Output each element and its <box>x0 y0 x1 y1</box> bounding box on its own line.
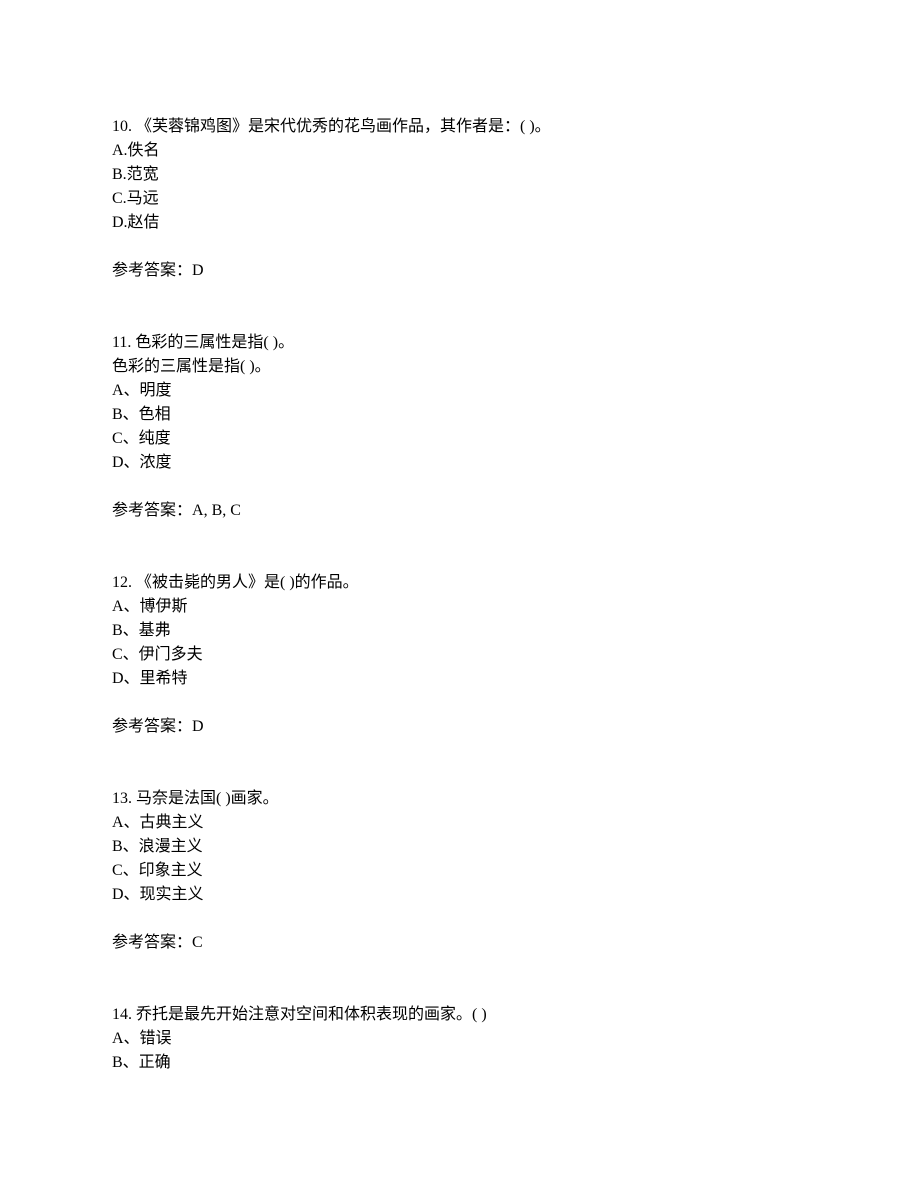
answer-value: A, B, C <box>192 502 241 519</box>
question-repeat: 色彩的三属性是指( )。 <box>112 355 808 379</box>
question-stem: 12. 《被击毙的男人》是( )的作品。 <box>112 571 808 595</box>
option-c: C.马远 <box>112 187 808 211</box>
question-12: 12. 《被击毙的男人》是( )的作品。 A、博伊斯 B、基弗 C、伊门多夫 D… <box>112 571 808 739</box>
question-content: 马奈是法国( )画家。 <box>132 790 279 807</box>
answer-label: 参考答案： <box>112 934 192 951</box>
answer-line: 参考答案：C <box>112 931 808 955</box>
answer-line: 参考答案：A, B, C <box>112 499 808 523</box>
option-a: A、明度 <box>112 379 808 403</box>
question-content: 色彩的三属性是指( )。 <box>131 334 294 351</box>
option-a: A、博伊斯 <box>112 595 808 619</box>
option-c: C、纯度 <box>112 427 808 451</box>
question-number: 12. <box>112 574 132 591</box>
option-d: D、现实主义 <box>112 883 808 907</box>
answer-value: D <box>192 718 204 735</box>
question-content: 乔托是最先开始注意对空间和体积表现的画家。( ) <box>132 1006 487 1023</box>
question-stem: 10. 《芙蓉锦鸡图》是宋代优秀的花鸟画作品，其作者是：( )。 <box>112 115 808 139</box>
answer-value: D <box>192 262 204 279</box>
option-b: B、色相 <box>112 403 808 427</box>
option-b: B、基弗 <box>112 619 808 643</box>
option-d: D、浓度 <box>112 451 808 475</box>
question-stem: 14. 乔托是最先开始注意对空间和体积表现的画家。( ) <box>112 1003 808 1027</box>
question-stem: 13. 马奈是法国( )画家。 <box>112 787 808 811</box>
answer-label: 参考答案： <box>112 502 192 519</box>
option-d: D、里希特 <box>112 667 808 691</box>
option-b: B、浪漫主义 <box>112 835 808 859</box>
question-11: 11. 色彩的三属性是指( )。 色彩的三属性是指( )。 A、明度 B、色相 … <box>112 331 808 523</box>
answer-label: 参考答案： <box>112 262 192 279</box>
question-content: 《被击毙的男人》是( )的作品。 <box>132 574 359 591</box>
question-13: 13. 马奈是法国( )画家。 A、古典主义 B、浪漫主义 C、印象主义 D、现… <box>112 787 808 955</box>
option-c: C、印象主义 <box>112 859 808 883</box>
answer-label: 参考答案： <box>112 718 192 735</box>
option-a: A、错误 <box>112 1027 808 1051</box>
option-a: A、古典主义 <box>112 811 808 835</box>
answer-line: 参考答案：D <box>112 259 808 283</box>
question-number: 10. <box>112 118 132 135</box>
question-stem: 11. 色彩的三属性是指( )。 <box>112 331 808 355</box>
answer-line: 参考答案：D <box>112 715 808 739</box>
option-c: C、伊门多夫 <box>112 643 808 667</box>
question-number: 13. <box>112 790 132 807</box>
option-d: D.赵佶 <box>112 211 808 235</box>
question-10: 10. 《芙蓉锦鸡图》是宋代优秀的花鸟画作品，其作者是：( )。 A.佚名 B.… <box>112 115 808 283</box>
question-content: 《芙蓉锦鸡图》是宋代优秀的花鸟画作品，其作者是：( )。 <box>132 118 551 135</box>
option-a: A.佚名 <box>112 139 808 163</box>
option-b: B、正确 <box>112 1051 808 1075</box>
question-14: 14. 乔托是最先开始注意对空间和体积表现的画家。( ) A、错误 B、正确 <box>112 1003 808 1075</box>
question-number: 14. <box>112 1006 132 1023</box>
question-number: 11. <box>112 334 131 351</box>
answer-value: C <box>192 934 203 951</box>
option-b: B.范宽 <box>112 163 808 187</box>
